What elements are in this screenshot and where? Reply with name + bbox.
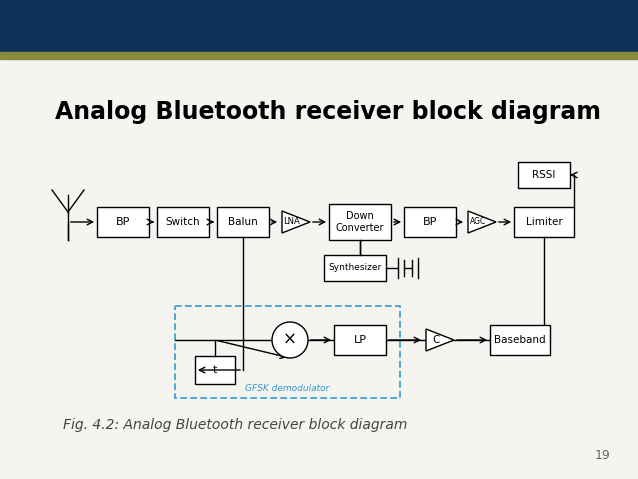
Bar	[175, 306, 400, 398]
Bar	[0, 0, 638, 52]
Bar	[324, 255, 386, 281]
Bar	[329, 204, 391, 240]
Text: Baseband: Baseband	[494, 335, 546, 345]
Polygon shape	[426, 329, 454, 351]
Polygon shape	[282, 211, 310, 233]
Bar	[157, 207, 209, 237]
Text: BP: BP	[116, 217, 130, 227]
Text: Synthesizer: Synthesizer	[329, 263, 382, 273]
Text: GFSK demodulator: GFSK demodulator	[246, 384, 330, 393]
Text: LP: LP	[353, 335, 366, 345]
Text: t: t	[213, 365, 217, 375]
Bar	[217, 207, 269, 237]
Bar	[334, 325, 386, 355]
Bar	[490, 325, 550, 355]
Text: Limiter: Limiter	[526, 217, 562, 227]
Bar	[404, 207, 456, 237]
Text: AGC: AGC	[470, 217, 486, 227]
Text: Analog Bluetooth receiver block diagram: Analog Bluetooth receiver block diagram	[55, 100, 601, 124]
Text: Down
Converter: Down Converter	[336, 211, 384, 233]
Bar	[195, 356, 235, 384]
Bar	[518, 162, 570, 188]
Text: Balun: Balun	[228, 217, 258, 227]
Circle shape	[272, 322, 308, 358]
Text: ×: ×	[283, 331, 297, 349]
Bar	[0, 55, 638, 479]
Bar	[514, 207, 574, 237]
Text: LNA: LNA	[284, 217, 300, 227]
Bar	[0, 52, 638, 59]
Text: Fig. 4.2: Analog Bluetooth receiver block diagram: Fig. 4.2: Analog Bluetooth receiver bloc…	[63, 418, 407, 432]
Text: Switch: Switch	[166, 217, 200, 227]
Text: RSSI: RSSI	[532, 170, 556, 180]
Text: BP: BP	[423, 217, 437, 227]
Polygon shape	[468, 211, 496, 233]
Bar	[97, 207, 149, 237]
Text: 19: 19	[594, 449, 610, 462]
Text: C: C	[433, 335, 440, 345]
